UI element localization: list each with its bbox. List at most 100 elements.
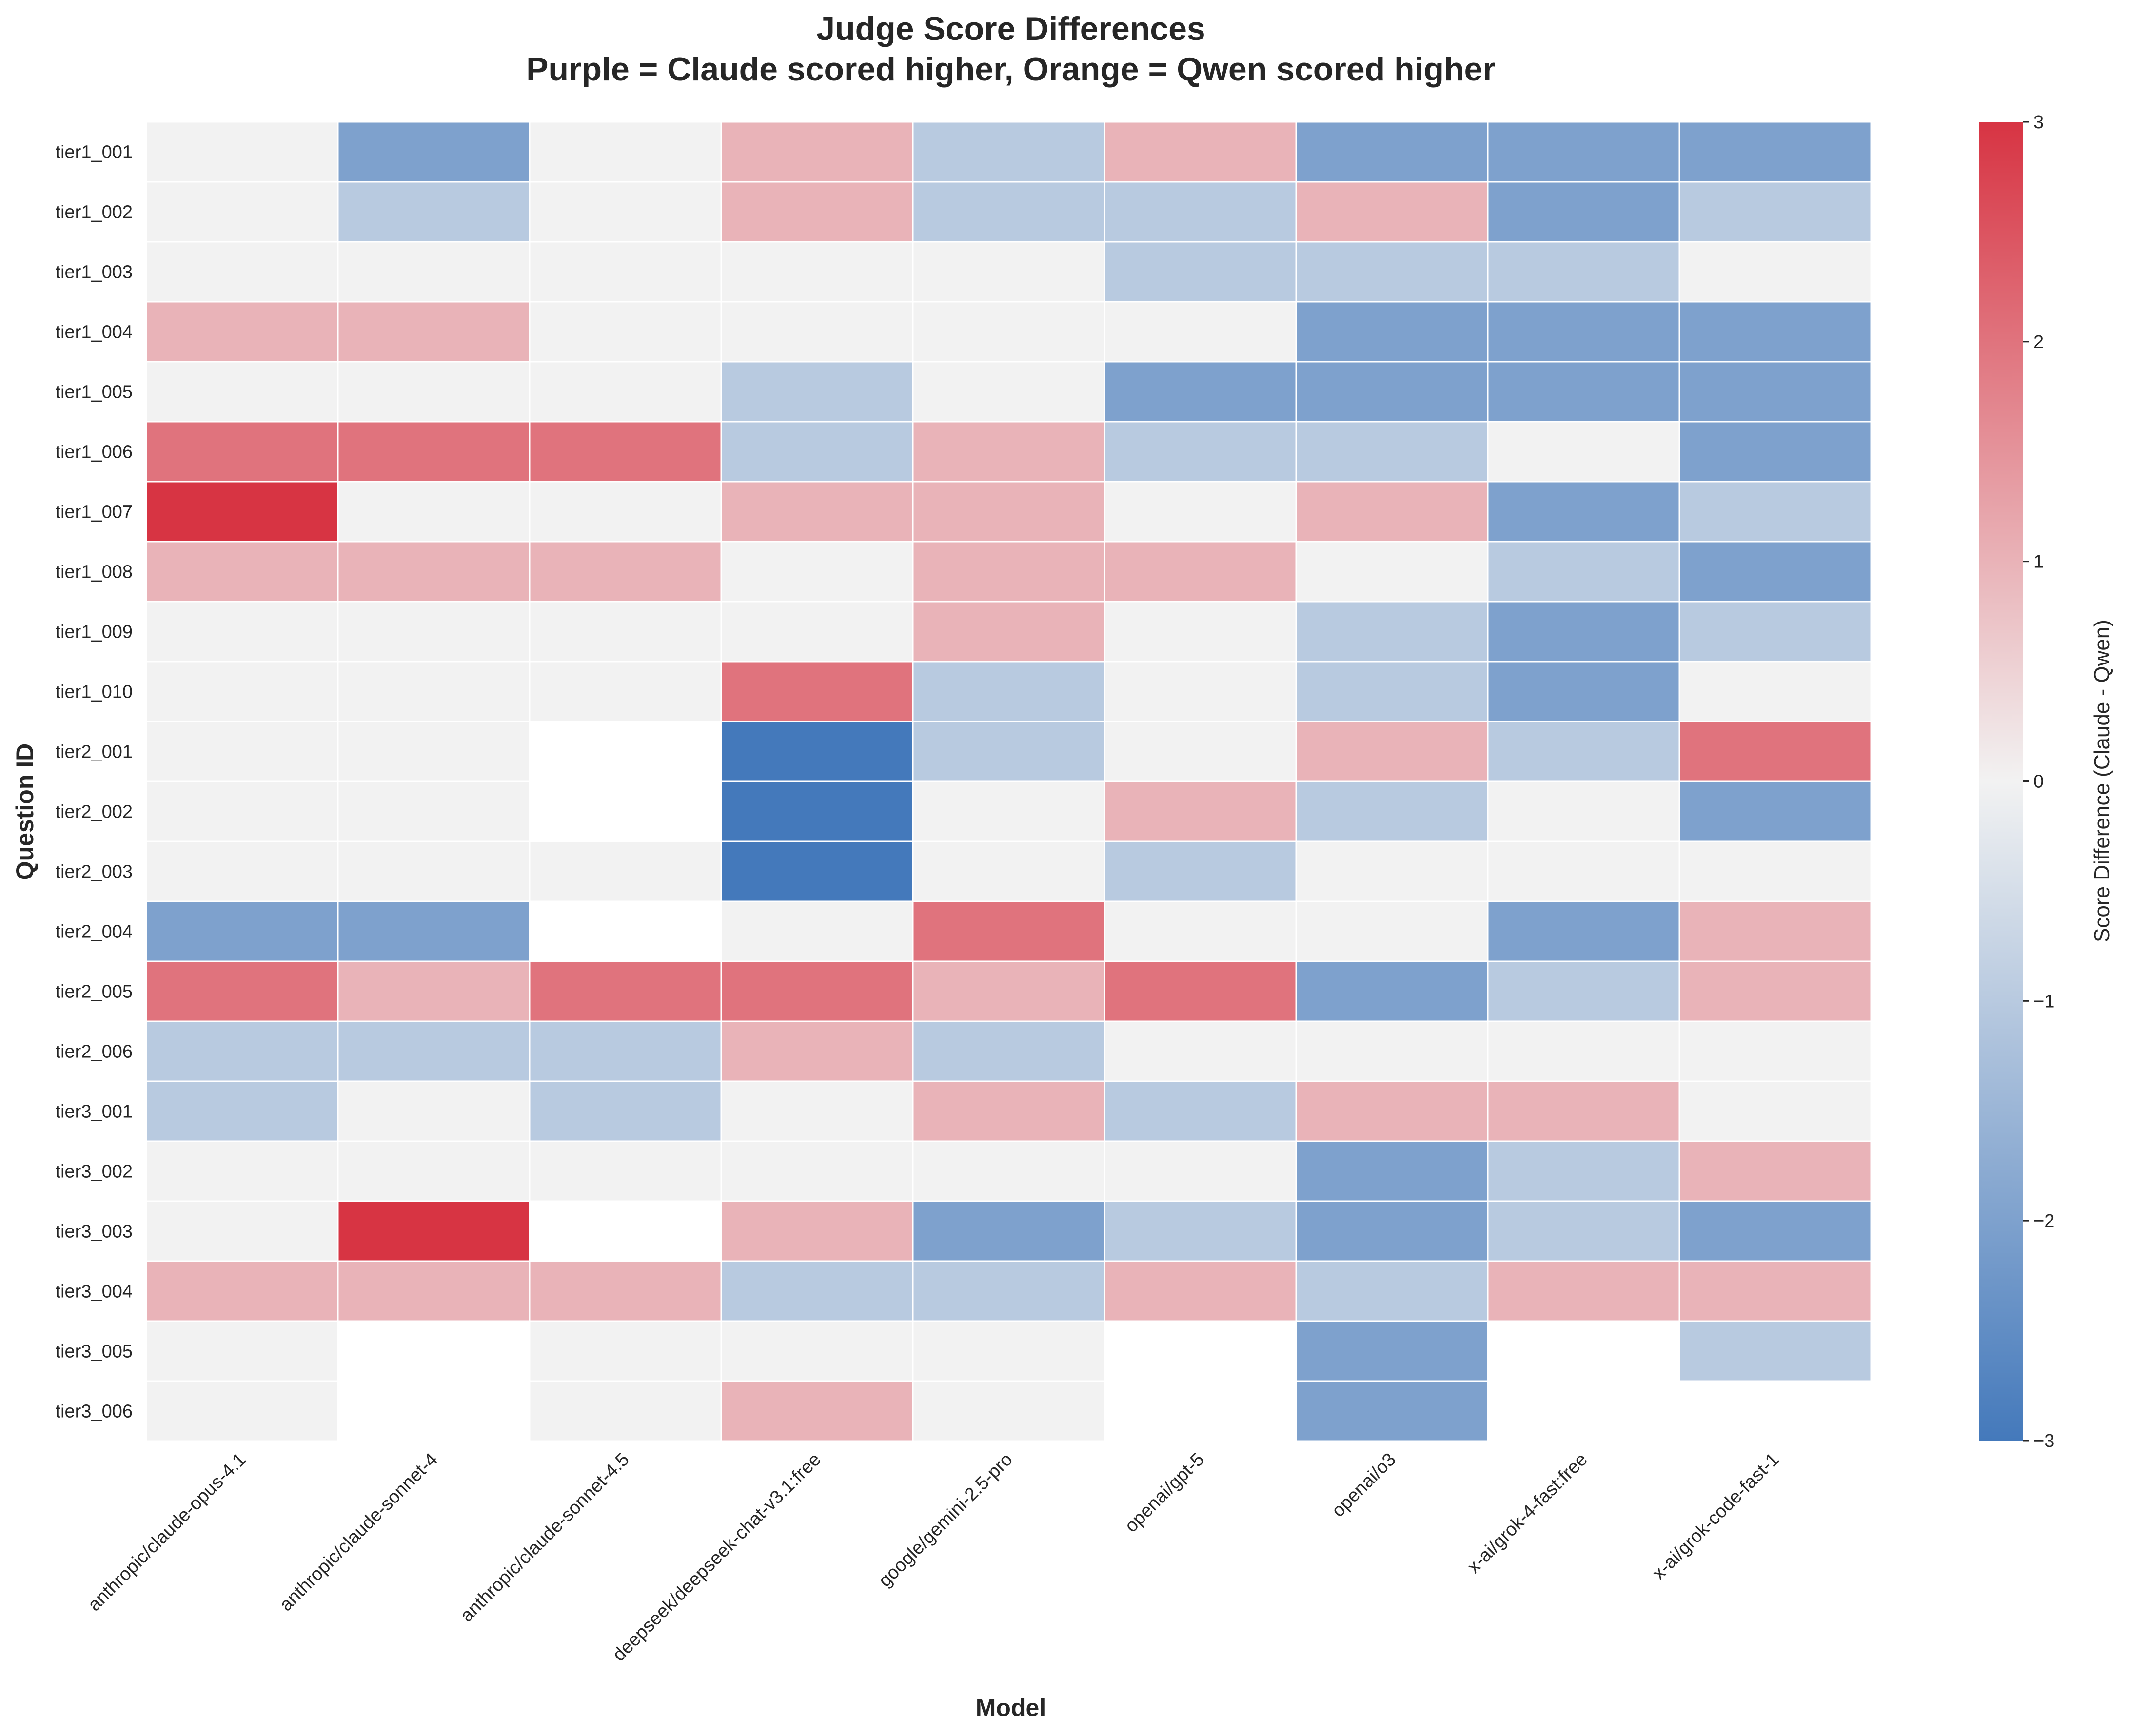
heatmap-cell: [337, 1200, 531, 1262]
heatmap-cell: [1295, 960, 1489, 1022]
heatmap-cell: [529, 181, 722, 243]
heatmap-cell: [912, 840, 1105, 902]
heatmap-cell: [912, 1260, 1105, 1322]
heatmap-cell: [1678, 1140, 1872, 1202]
heatmap-cell: [337, 121, 531, 183]
heatmap-cell: [1678, 301, 1872, 363]
x-tick-label: openai/gpt-5: [1121, 1449, 1208, 1537]
heatmap-cell: [1295, 541, 1489, 603]
heatmap-cell: [1295, 721, 1489, 782]
colorbar-tick-label: −3: [2033, 1431, 2054, 1451]
heatmap-cell: [912, 1380, 1105, 1442]
heatmap-cells: [145, 121, 1872, 1442]
heatmap-cell: [1487, 840, 1680, 902]
heatmap-cell: [1487, 721, 1680, 782]
y-tick-label: tier2_004: [56, 922, 133, 942]
heatmap-cell: [1104, 1080, 1297, 1142]
heatmap-cell: [1295, 601, 1489, 663]
x-axis-label: Model: [976, 1694, 1046, 1721]
heatmap-cell: [1104, 121, 1297, 183]
heatmap-cell: [1295, 241, 1489, 303]
heatmap-cell: [529, 361, 722, 423]
x-tick-label: openai/o3: [1328, 1449, 1400, 1521]
heatmap-cell: [1487, 960, 1680, 1022]
heatmap-cell: [529, 960, 722, 1022]
heatmap-cell: [145, 1260, 339, 1322]
heatmap-cell: [1487, 181, 1680, 243]
heatmap-cell: [720, 541, 914, 603]
heatmap-cell: [337, 1380, 531, 1442]
heatmap-cell: [1678, 241, 1872, 303]
heatmap-cell: [912, 1320, 1105, 1382]
x-tick-label: deepseek/deepseek-chat-v3.1:free: [609, 1449, 825, 1665]
heatmap-cell: [145, 601, 339, 663]
y-tick-label: tier1_004: [56, 322, 133, 343]
heatmap-cell: [1487, 361, 1680, 423]
heatmap-cell: [337, 241, 531, 303]
heatmap-cell: [912, 721, 1105, 782]
heatmap-cell: [912, 661, 1105, 722]
colorbar: [1979, 122, 2023, 1441]
heatmap-cell: [145, 421, 339, 483]
heatmap-cell: [1678, 1260, 1872, 1322]
x-tick-label: google/gemini-2.5-pro: [875, 1449, 1017, 1591]
heatmap-cell: [1487, 421, 1680, 483]
heatmap-cell: [145, 1380, 339, 1442]
heatmap-cell: [145, 960, 339, 1022]
heatmap-cell: [145, 1320, 339, 1382]
heatmap-cell: [529, 421, 722, 483]
heatmap-cell: [1104, 1380, 1297, 1442]
x-tick-label: anthropic/claude-sonnet-4: [276, 1449, 441, 1615]
heatmap-cell: [1295, 1140, 1489, 1202]
heatmap-cell: [337, 1020, 531, 1082]
heatmap-cell: [1295, 421, 1489, 483]
heatmap-cell: [1487, 601, 1680, 663]
heatmap-cell: [529, 840, 722, 902]
heatmap-cell: [145, 780, 339, 842]
heatmap-cell: [1487, 241, 1680, 303]
y-tick-label: tier2_003: [56, 862, 133, 882]
heatmap-cell: [1487, 900, 1680, 962]
heatmap-cell: [912, 301, 1105, 363]
y-tick-label: tier2_001: [56, 742, 133, 762]
heatmap-cell: [145, 1140, 339, 1202]
heatmap-cell: [1295, 1200, 1489, 1262]
heatmap-cell: [912, 481, 1105, 543]
heatmap-cell: [529, 1320, 722, 1382]
heatmap-cell: [1104, 661, 1297, 722]
heatmap-cell: [1487, 541, 1680, 603]
heatmap-cell: [1678, 541, 1872, 603]
y-tick-labels: tier1_001 tier1_002 tier1_003 tier1_004tier…: [56, 142, 133, 1422]
heatmap-cell: [1295, 1260, 1489, 1322]
heatmap-cell: [145, 121, 339, 183]
heatmap-cell: [912, 960, 1105, 1022]
heatmap-cell: [145, 241, 339, 303]
heatmap-cell: [1104, 241, 1297, 303]
colorbar-tick-label: 2: [2033, 332, 2044, 352]
heatmap-cell: [529, 121, 722, 183]
heatmap-cell: [720, 1020, 914, 1082]
heatmap-cell: [720, 721, 914, 782]
heatmap-cell: [337, 1260, 531, 1322]
y-tick-label: tier3_002: [56, 1162, 133, 1182]
y-tick-label: tier1_009: [56, 622, 133, 643]
heatmap-cell: [529, 481, 722, 543]
heatmap-cell: [1104, 1140, 1297, 1202]
heatmap-cell: [337, 1140, 531, 1202]
heatmap-cell: [529, 900, 722, 962]
heatmap-cell: [720, 301, 914, 363]
heatmap-cell: [912, 1020, 1105, 1082]
heatmap-cell: [529, 1080, 722, 1142]
heatmap-cell: [1678, 1020, 1872, 1082]
heatmap-cell: [529, 1140, 722, 1202]
y-tick-label: tier1_010: [56, 682, 133, 702]
heatmap-cell: [1104, 181, 1297, 243]
heatmap-cell: [337, 661, 531, 722]
heatmap-cell: [1487, 1380, 1680, 1442]
heatmap-cell: [912, 1200, 1105, 1262]
heatmap-cell: [1295, 840, 1489, 902]
heatmap-cell: [337, 541, 531, 603]
y-tick-label: tier1_003: [56, 262, 133, 283]
heatmap-cell: [1104, 1320, 1297, 1382]
